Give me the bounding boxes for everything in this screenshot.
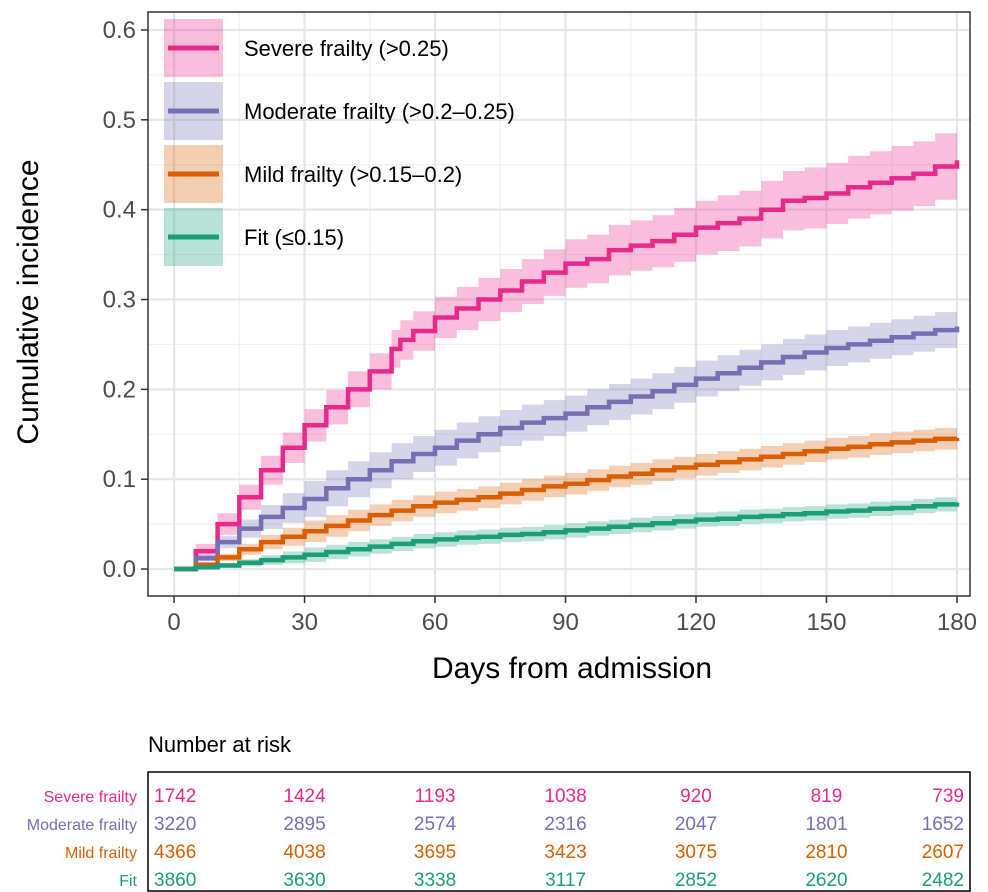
risk-value: 3630 [283,870,325,891]
y-tick-label: 0.1 [103,466,136,493]
risk-value: 2574 [414,814,457,835]
series-line [174,502,960,572]
risk-value: 2895 [283,814,325,835]
risk-value: 3117 [545,870,586,891]
confidence-band [174,127,958,569]
series-line [174,160,960,572]
risk-value: 2607 [922,842,964,863]
legend-label: Mild frailty (>0.15–0.2) [244,162,462,187]
series-lines [174,160,960,572]
risk-value: 2482 [922,870,964,891]
confidence-band [174,427,958,569]
risk-value: 2810 [805,842,847,863]
risk-value: 4038 [283,842,325,863]
x-tick-label: 150 [806,609,846,636]
risk-value: 2047 [675,814,717,835]
confidence-band [174,308,958,569]
risk-value: 1742 [154,786,196,807]
legend-label: Moderate frailty (>0.2–0.25) [244,99,515,124]
x-tick-label: 180 [937,609,977,636]
x-tick-label: 60 [422,609,449,636]
risk-table-title: Number at risk [148,732,292,757]
risk-value: 819 [811,786,843,807]
series-line [174,326,960,572]
x-tick-label: 120 [676,609,716,636]
risk-value: 4366 [154,842,196,863]
risk-value: 1424 [283,786,326,807]
series-line [174,436,960,572]
x-axis: 0 30 60 90 120 150 180 [167,596,977,636]
y-tick-label: 0.0 [103,556,136,583]
risk-value: 3695 [414,842,456,863]
x-tick-label: 90 [552,609,579,636]
risk-value: 3075 [675,842,717,863]
risk-row-label: Fit [119,873,137,890]
risk-table: Severe frailty 1742 1424 1193 1038 920 819 739 M… [27,786,964,891]
legend-label: Severe frailty (>0.25) [244,36,449,61]
risk-value: 3423 [544,842,586,863]
plot-border [147,11,971,597]
legend: Severe frailty (>0.25) Moderate frailty (… [164,19,515,266]
risk-table-border [147,771,971,892]
legend-label: Fit (≤0.15) [244,225,344,250]
y-tick-label: 0.2 [103,376,136,403]
y-axis: 0.0 0.1 0.2 0.3 0.4 0.5 0.6 [103,17,148,583]
risk-value: 1652 [922,814,964,835]
y-tick-label: 0.3 [103,287,136,314]
y-tick-label: 0.5 [103,107,136,134]
x-axis-title: Days from admission [432,652,712,685]
x-tick-label: 30 [291,609,318,636]
risk-value: 1038 [544,786,586,807]
risk-row-label: Moderate frailty [27,817,137,834]
risk-value: 3860 [154,870,196,891]
y-tick-label: 0.6 [103,17,136,44]
risk-value: 1801 [805,814,847,835]
y-tick-label: 0.4 [103,197,136,224]
risk-value: 2316 [544,814,586,835]
risk-value: 1193 [415,786,456,807]
x-tick-label: 0 [167,609,180,636]
risk-value: 2620 [805,870,847,891]
risk-value: 2852 [675,870,717,891]
risk-row-label: Severe frailty [44,789,137,806]
risk-value: 3220 [154,814,196,835]
risk-row-label: Mild frailty [65,845,137,862]
risk-value: 739 [932,786,964,807]
y-axis-title: Cumulative incidence [12,159,45,444]
risk-value: 920 [680,786,712,807]
risk-value: 3338 [414,870,456,891]
